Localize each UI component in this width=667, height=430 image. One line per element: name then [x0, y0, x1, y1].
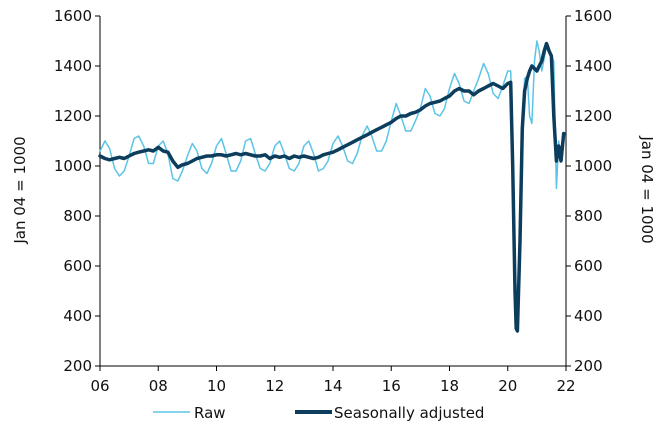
x-tick-label: 18: [440, 377, 459, 395]
y-tick-label-left: 1000: [54, 157, 92, 175]
y-axis-title-left: Jan 04 = 1000: [11, 136, 29, 244]
y-tick-label-right: 400: [574, 307, 603, 325]
y-tick-label-right: 1000: [574, 157, 612, 175]
y-tick-label-right: 600: [574, 257, 603, 275]
y-tick-label-left: 600: [63, 257, 92, 275]
x-tick-label: 16: [382, 377, 401, 395]
legend: Raw Seasonally adjusted: [153, 404, 484, 422]
y-tick-label-right: 200: [574, 357, 603, 375]
series-line-seasonally-adjusted: [98, 41, 566, 333]
x-tick-label: 14: [323, 377, 342, 395]
legend-label-raw: Raw: [194, 404, 226, 422]
y-tick-label-left: 400: [63, 307, 92, 325]
ticks: 200 200 400 400 600 600 800 800 1000 1000 1200 1200…: [54, 7, 612, 395]
x-tick-label: 06: [90, 377, 109, 395]
series-layer: [98, 40, 566, 333]
y-tick-label-right: 800: [574, 207, 603, 225]
y-tick-label-left: 800: [63, 207, 92, 225]
legend-label-seasonally-adjusted: Seasonally adjusted: [334, 404, 484, 422]
y-tick-label-right: 1200: [574, 107, 612, 125]
x-tick-label: 10: [207, 377, 226, 395]
y-tick-label-right: 1400: [574, 57, 612, 75]
axes: [99, 16, 567, 367]
y-tick-label-left: 1200: [54, 107, 92, 125]
x-tick-label: 08: [149, 377, 168, 395]
y-axis-title-right: Jan 04 = 1000: [638, 135, 656, 243]
y-tick-label-left: 1600: [54, 7, 92, 25]
y-tick-label-left: 1400: [54, 57, 92, 75]
y-tick-label-left: 200: [63, 357, 92, 375]
y-tick-label-right: 1600: [574, 7, 612, 25]
x-tick-label: 12: [265, 377, 284, 395]
x-tick-label: 22: [556, 377, 575, 395]
x-tick-label: 20: [498, 377, 517, 395]
